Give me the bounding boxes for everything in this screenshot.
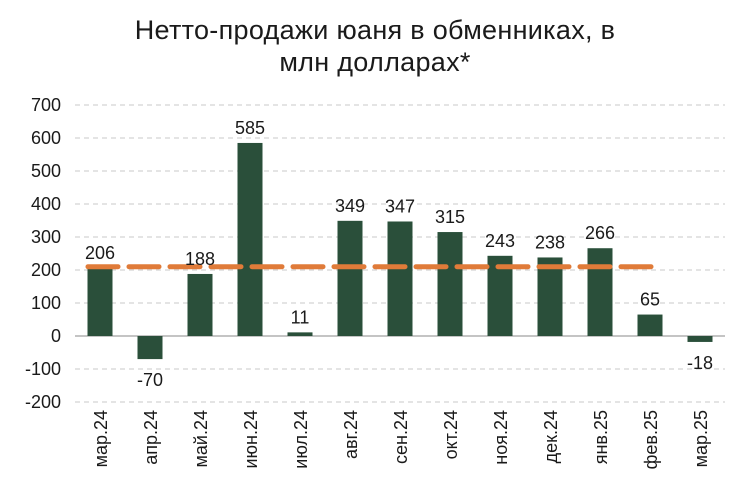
data-label: 238: [535, 232, 565, 252]
x-tick-label: авг.24: [341, 410, 361, 459]
bar: [287, 332, 313, 336]
bar: [687, 336, 713, 342]
data-label: 243: [485, 231, 515, 251]
bar: [187, 273, 213, 336]
x-tick-label: июн.24: [241, 410, 261, 469]
bar: [87, 268, 113, 336]
x-tick-label: июл.24: [291, 410, 311, 469]
data-label: -70: [137, 370, 163, 390]
bar: [587, 248, 613, 336]
x-tick-label: мар.25: [691, 410, 711, 467]
y-tick-label: 400: [31, 194, 61, 214]
bar: [337, 220, 363, 336]
x-tick-label: май.24: [191, 410, 211, 467]
bar: [137, 336, 163, 360]
y-tick-label: 0: [51, 326, 61, 346]
bar: [387, 221, 413, 336]
bar: [637, 314, 663, 336]
bars: [87, 142, 713, 360]
bar: [437, 232, 463, 336]
data-label: 65: [640, 290, 660, 310]
x-axis-categories: мар.24 апр.24 май.24 июн.24 июл.24 авг.24 сен.…: [91, 410, 711, 469]
data-label: 266: [585, 223, 615, 243]
y-tick-label: 300: [31, 227, 61, 247]
bar: [537, 257, 563, 336]
y-tick-label: 100: [31, 293, 61, 313]
chart-title-line-2: млн долларах*: [279, 47, 471, 77]
data-label: 349: [335, 196, 365, 216]
data-label: 315: [435, 207, 465, 227]
data-label: 206: [85, 243, 115, 263]
y-tick-label: 200: [31, 260, 61, 280]
x-tick-label: янв.25: [591, 410, 611, 464]
data-label: 585: [235, 118, 265, 138]
y-tick-label: 700: [31, 95, 61, 115]
data-label: 188: [185, 249, 215, 269]
data-labels: 206 -70 188 585 11 349 347 315 243 238 266 65 -18: [85, 118, 713, 390]
x-tick-label: дек.24: [541, 410, 561, 463]
chart-title: Нетто-продажи юаня в обменниках, в млн д…: [0, 14, 750, 78]
x-tick-label: фев.25: [641, 410, 661, 469]
y-axis-ticks: 700 600 500 400 300 200 100 0 -100 -200: [25, 95, 61, 412]
y-tick-label: 500: [31, 161, 61, 181]
data-label: 347: [385, 196, 415, 216]
data-label: -18: [687, 353, 713, 373]
chart-title-line-1: Нетто-продажи юаня в обменниках, в: [134, 15, 616, 45]
x-tick-label: ноя.24: [491, 410, 511, 465]
bar: [237, 142, 263, 336]
y-tick-label: -200: [25, 392, 61, 412]
x-tick-label: апр.24: [141, 410, 161, 465]
y-tick-label: -100: [25, 359, 61, 379]
x-tick-label: сен.24: [391, 410, 411, 464]
data-label: 11: [291, 307, 310, 327]
x-tick-label: окт.24: [441, 410, 461, 459]
y-tick-label: 600: [31, 128, 61, 148]
x-tick-label: мар.24: [91, 410, 111, 467]
